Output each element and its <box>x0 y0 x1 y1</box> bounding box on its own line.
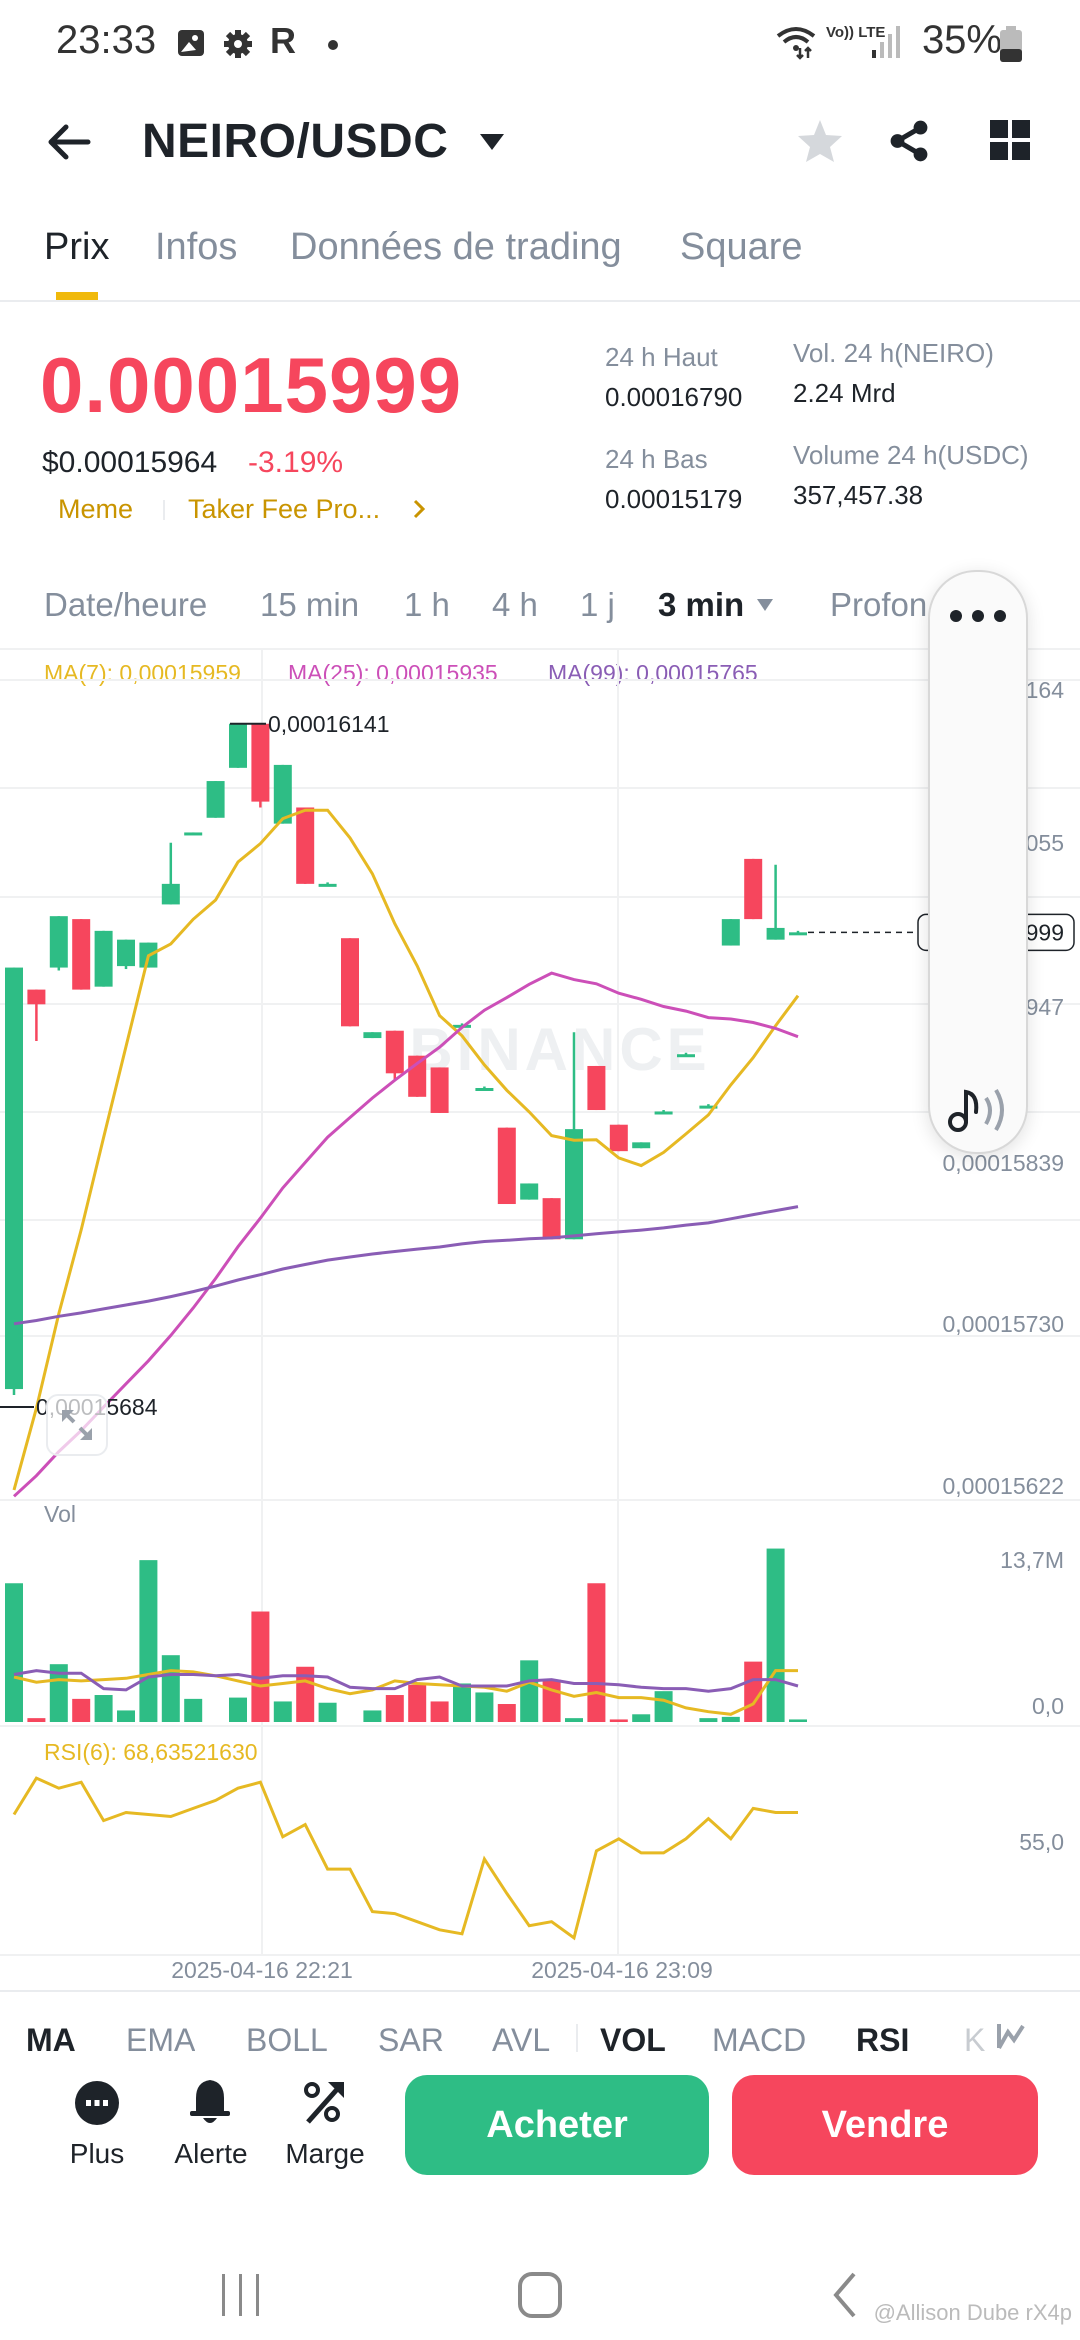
tab-infos[interactable]: Infos <box>155 226 238 268</box>
ma7-legend: MA(7): 0,00015959 <box>44 660 241 686</box>
indicator-rsi[interactable]: RSI <box>856 2022 910 2052</box>
indicator-divider <box>0 1990 1080 1992</box>
more-icon[interactable] <box>74 2080 120 2126</box>
bell-icon[interactable] <box>188 2078 232 2126</box>
high-24h-label: 24 h Haut <box>605 342 718 372</box>
interval-4h[interactable]: 4 h <box>492 586 538 623</box>
back-nav-icon[interactable] <box>828 2270 860 2320</box>
alerte-label[interactable]: Alerte <box>174 2138 248 2169</box>
active-tab-indicator <box>56 292 98 300</box>
rsi-title: RSI(6): 68,63521630 <box>44 1739 258 1765</box>
expand-arrows-icon <box>62 1410 92 1440</box>
time-axis-label: 2025-04-16 22:21 <box>171 1957 353 1983</box>
status-time: 23:33 <box>56 18 157 62</box>
interval-1h[interactable]: 1 h <box>404 586 450 623</box>
buy-button[interactable]: Acheter <box>405 2075 709 2175</box>
indicator-boll[interactable]: BOLL <box>246 2022 328 2052</box>
floating-sound-panel[interactable] <box>928 570 1028 1154</box>
marge-label[interactable]: Marge <box>285 2138 365 2169</box>
back-arrow-icon[interactable] <box>46 122 92 162</box>
change-percent: -3.19% <box>248 446 344 479</box>
pair-title[interactable]: NEIRO/USDC <box>142 115 449 168</box>
interval-3min[interactable]: 3 min <box>658 586 745 623</box>
battery-percent: 35% <box>921 18 1002 62</box>
app-header: NEIRO/USDC <box>0 100 1080 190</box>
indicator-k[interactable]: K <box>964 2022 986 2052</box>
interval-profondeur[interactable]: Profon <box>830 586 928 623</box>
more-dots-icon[interactable] <box>948 608 1008 624</box>
svg-text:13,7M: 13,7M <box>1000 1547 1064 1573</box>
indicator-settings-icon[interactable] <box>996 2022 1026 2050</box>
last-price: 0.00015999 <box>40 341 463 429</box>
price-axis-label: 0,00015622 <box>942 1473 1064 1499</box>
ma99-legend: MA(99): 0,00015765 <box>548 660 758 686</box>
indicator-avl[interactable]: AVL <box>492 2022 551 2052</box>
interval-15min[interactable]: 15 min <box>260 586 360 623</box>
interval-caret-icon[interactable] <box>756 598 774 612</box>
plus-label[interactable]: Plus <box>69 2138 125 2169</box>
user-watermark: @Allison Dube rX4p <box>873 2300 1072 2325</box>
sell-button[interactable]: Vendre <box>732 2075 1038 2175</box>
indicator-ma[interactable]: MA <box>26 2022 76 2052</box>
indicator-ema[interactable]: EMA <box>126 2022 196 2052</box>
vol-title: Vol <box>44 1501 76 1527</box>
usd-price: $0.00015964 <box>42 446 218 479</box>
price-axis-label: 0,00015730 <box>942 1311 1064 1337</box>
interval-1j[interactable]: 1 j <box>580 586 615 623</box>
battery-icon <box>1000 26 1022 62</box>
gallery-icon <box>178 30 204 56</box>
dot-icon <box>328 40 338 50</box>
high-annotation: 0,00016141 <box>268 711 390 737</box>
margin-percent-icon[interactable] <box>302 2078 348 2126</box>
chevron-right-icon[interactable] <box>412 498 426 520</box>
recent-apps-icon[interactable] <box>218 2270 264 2320</box>
indicator-separator <box>576 2024 578 2052</box>
kline-chart[interactable]: 0,000161640,000160550,000159470,00015839… <box>0 648 1080 1998</box>
dropdown-caret-icon[interactable] <box>478 132 506 152</box>
music-sound-icon[interactable] <box>946 1080 1012 1136</box>
status-bar: 23:33 R Vo)) LTE 35% <box>0 0 1080 88</box>
volte-icon: Vo)) LTE <box>826 24 886 41</box>
main-tabs: Prix Infos Données de trading Square <box>0 220 1080 300</box>
vol-neiro-label: Vol. 24 h(NEIRO) <box>793 338 994 368</box>
tab-donnees-de-trading[interactable]: Données de trading <box>290 226 622 268</box>
svg-text:0,0: 0,0 <box>1032 1693 1064 1719</box>
low-24h-label: 24 h Bas <box>605 444 708 474</box>
tag-meme[interactable]: Meme <box>58 494 134 524</box>
grid-icon[interactable] <box>990 120 1030 160</box>
chart-layer: 0,000161640,000160550,000159470,00015839… <box>0 650 1080 1983</box>
vol-usdc-label: Volume 24 h(USDC) <box>793 440 1029 470</box>
tag-taker-fee[interactable]: Taker Fee Pro... <box>188 494 381 524</box>
wifi-icon <box>776 27 816 60</box>
interval-date-heure[interactable]: Date/heure <box>44 586 208 623</box>
tag-separator <box>163 500 165 520</box>
tab-square[interactable]: Square <box>680 226 803 268</box>
price-axis-label: 0,00015839 <box>942 1150 1064 1176</box>
chart-top-border <box>0 648 1080 650</box>
ma25-legend: MA(25): 0,00015935 <box>288 660 498 686</box>
home-icon[interactable] <box>516 2270 564 2320</box>
time-axis-label: 2025-04-16 23:09 <box>531 1957 713 1983</box>
divider <box>0 300 1080 302</box>
star-icon[interactable] <box>796 118 844 164</box>
system-nav-bar <box>0 2240 1080 2340</box>
indicator-vol[interactable]: VOL <box>600 2022 666 2052</box>
indicator-macd[interactable]: MACD <box>712 2022 807 2052</box>
low-24h-value: 0.00015179 <box>605 484 743 514</box>
svg-text:55,0: 55,0 <box>1019 1829 1064 1855</box>
fullscreen-button[interactable] <box>46 1394 108 1456</box>
indicator-sar[interactable]: SAR <box>378 2022 444 2052</box>
r-app-icon: R <box>270 20 296 61</box>
gear-icon <box>224 30 252 58</box>
vol-usdc-value: 357,457.38 <box>793 480 924 510</box>
vol-neiro-value: 2.24 Mrd <box>793 378 896 408</box>
high-24h-value: 0.00016790 <box>605 382 743 412</box>
signal-icon <box>872 26 900 58</box>
tab-prix[interactable]: Prix <box>44 226 110 268</box>
share-icon[interactable] <box>886 118 932 164</box>
